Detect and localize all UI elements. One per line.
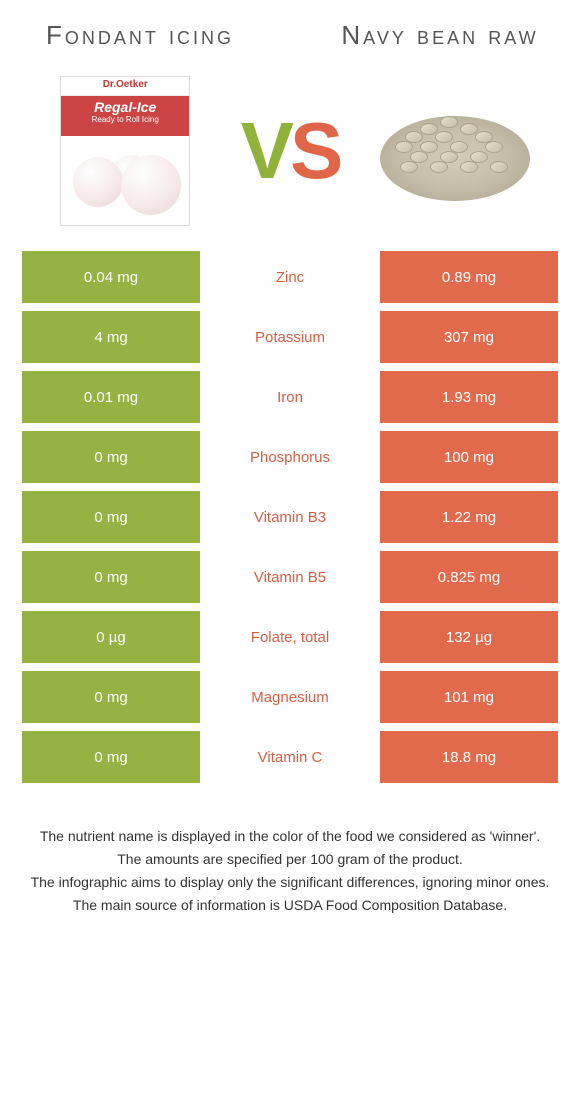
title-left: Fondant icing [40,20,240,51]
value-left: 0.04 mg [22,251,200,303]
value-left: 0.01 mg [22,371,200,423]
footer-line: The infographic aims to display only the… [20,872,560,893]
footer-notes: The nutrient name is displayed in the co… [0,791,580,916]
value-right: 1.22 mg [380,491,558,543]
table-row: 0 µgFolate, total132 µg [22,611,558,663]
nutrient-name: Iron [200,371,380,423]
value-right: 101 mg [380,671,558,723]
nutrient-name: Potassium [200,311,380,363]
table-row: 4 mgPotassium307 mg [22,311,558,363]
images-row: Dr.Oetker Regal-Ice Ready to Roll Icing … [0,61,580,251]
footer-line: The nutrient name is displayed in the co… [20,826,560,847]
vs-s: S [290,106,339,195]
vs-label: VS [241,105,340,197]
product-sub: Ready to Roll Icing [61,115,189,124]
title-right: Navy bean raw [340,20,540,51]
product-name: Regal-Ice [61,99,189,115]
value-left: 0 mg [22,671,200,723]
nutrient-name: Folate, total [200,611,380,663]
nutrient-table: 0.04 mgZinc0.89 mg 4 mgPotassium307 mg 0.0… [22,251,558,783]
value-left: 0 mg [22,551,200,603]
value-left: 0 µg [22,611,200,663]
vs-v: V [241,106,290,195]
table-row: 0 mgVitamin C18.8 mg [22,731,558,783]
nutrient-name: Magnesium [200,671,380,723]
table-row: 0.04 mgZinc0.89 mg [22,251,558,303]
value-left: 0 mg [22,731,200,783]
footer-line: The main source of information is USDA F… [20,895,560,916]
table-row: 0 mgVitamin B50.825 mg [22,551,558,603]
value-right: 100 mg [380,431,558,483]
nutrient-name: Vitamin B3 [200,491,380,543]
product-image-left: Dr.Oetker Regal-Ice Ready to Roll Icing [50,76,200,226]
value-left: 0 mg [22,431,200,483]
header: Fondant icing Navy bean raw [0,0,580,61]
table-row: 0 mgPhosphorus100 mg [22,431,558,483]
nutrient-name: Zinc [200,251,380,303]
value-right: 18.8 mg [380,731,558,783]
fondant-box: Dr.Oetker Regal-Ice Ready to Roll Icing [60,76,190,226]
nutrient-name: Vitamin C [200,731,380,783]
value-left: 0 mg [22,491,200,543]
value-right: 132 µg [380,611,558,663]
infographic: Fondant icing Navy bean raw Dr.Oetker Re… [0,0,580,916]
cupcake-icon [121,155,181,215]
value-right: 1.93 mg [380,371,558,423]
nutrient-name: Vitamin B5 [200,551,380,603]
product-image-right [380,76,530,226]
cupcake-icon [73,157,123,207]
value-left: 4 mg [22,311,200,363]
nutrient-name: Phosphorus [200,431,380,483]
table-row: 0 mgVitamin B31.22 mg [22,491,558,543]
beans-pile [380,101,530,201]
table-row: 0.01 mgIron1.93 mg [22,371,558,423]
footer-line: The amounts are specified per 100 gram o… [20,849,560,870]
value-right: 0.825 mg [380,551,558,603]
value-right: 307 mg [380,311,558,363]
table-row: 0 mgMagnesium101 mg [22,671,558,723]
brand-label: Dr.Oetker [61,79,189,90]
value-right: 0.89 mg [380,251,558,303]
